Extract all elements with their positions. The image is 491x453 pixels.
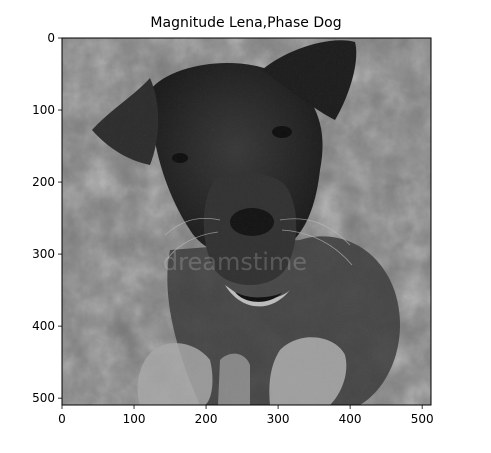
y-tick-label: 500	[32, 391, 55, 405]
x-tick-label: 0	[58, 412, 66, 426]
x-axis: 0 100 200 300 400 500	[58, 405, 434, 426]
x-tick-label: 500	[411, 412, 434, 426]
y-tick-label: 0	[47, 31, 55, 45]
x-tick-label: 100	[123, 412, 146, 426]
x-tick-label: 200	[195, 412, 218, 426]
image-panel: dreamstime	[62, 38, 431, 405]
y-axis: 0 100 200 300 400 500	[32, 31, 62, 405]
y-tick-label: 300	[32, 247, 55, 261]
y-tick-label: 200	[32, 175, 55, 189]
plot-title: Magnitude Lena,Phase Dog	[150, 15, 341, 31]
image-fine-grain	[62, 38, 431, 405]
x-tick-label: 300	[267, 412, 290, 426]
axes-frame	[61, 37, 432, 406]
x-tick-label: 400	[339, 412, 362, 426]
y-tick-label: 400	[32, 319, 55, 333]
y-tick-label: 100	[32, 103, 55, 117]
